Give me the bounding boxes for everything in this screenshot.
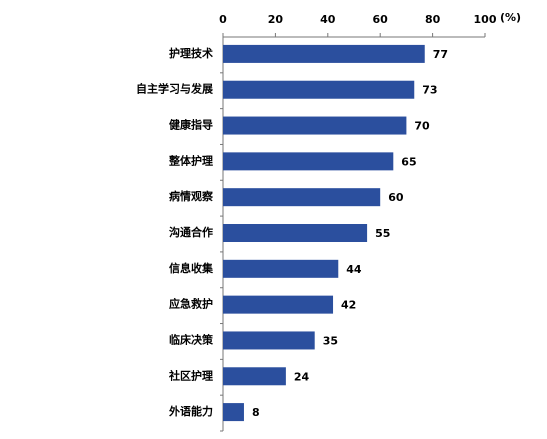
y-tick-label: 应急救护 [169, 297, 213, 311]
y-tick-label: 信息收集 [169, 261, 214, 275]
data-label: 44 [346, 263, 362, 276]
data-label: 65 [401, 155, 416, 168]
bar [223, 224, 368, 242]
bar [223, 367, 286, 386]
data-label: 73 [422, 84, 437, 97]
y-tick-label: 自主学习与发展 [136, 82, 214, 96]
data-label: 60 [388, 191, 404, 204]
y-tick-label: 整体护理 [168, 153, 213, 167]
x-tick-label: 60 [373, 13, 389, 26]
data-label: 35 [323, 334, 338, 347]
x-tick-label: 0 [219, 13, 227, 26]
x-tick-label: 40 [320, 13, 336, 26]
y-tick-label: 社区护理 [168, 368, 213, 382]
bar [223, 295, 334, 314]
y-tick-label: 护理技术 [169, 46, 213, 60]
data-label: 8 [252, 406, 260, 419]
y-tick-label: 外语能力 [168, 404, 213, 418]
data-label: 77 [433, 48, 448, 61]
data-label: 70 [414, 120, 430, 133]
x-tick-label: 80 [425, 13, 441, 26]
data-label: 55 [375, 227, 390, 240]
bar [223, 80, 415, 99]
bar [223, 403, 244, 422]
x-axis-label: (%) [500, 11, 521, 24]
data-label: 24 [294, 370, 310, 383]
bar [223, 152, 394, 171]
bar [223, 188, 381, 207]
y-tick-label: 沟通合作 [169, 225, 213, 239]
x-tick-label: 20 [268, 13, 284, 26]
y-tick-label: 临床决策 [169, 332, 214, 346]
bar [223, 331, 315, 350]
bar [223, 116, 407, 135]
y-tick-label: 健康指导 [169, 118, 213, 132]
y-tick-label: 病情观察 [169, 189, 214, 203]
data-label: 42 [341, 299, 356, 312]
x-tick-label: 100 [474, 13, 497, 26]
bar [223, 259, 339, 278]
bar [223, 44, 425, 63]
